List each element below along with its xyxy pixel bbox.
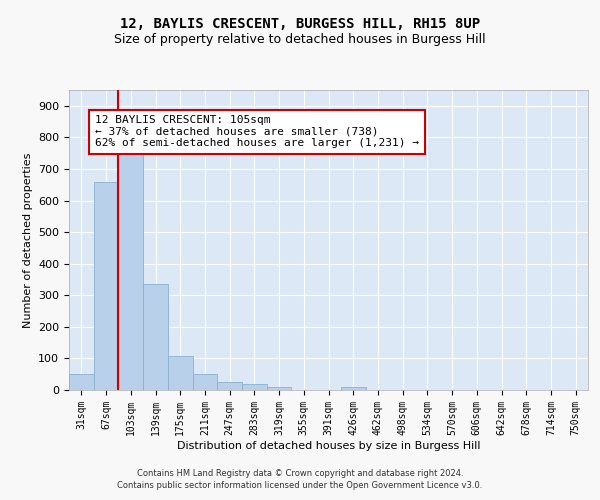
- Y-axis label: Number of detached properties: Number of detached properties: [23, 152, 32, 328]
- Bar: [168, 356, 193, 390]
- Bar: [242, 384, 267, 390]
- Text: 12, BAYLIS CRESCENT, BURGESS HILL, RH15 8UP: 12, BAYLIS CRESCENT, BURGESS HILL, RH15 …: [120, 18, 480, 32]
- Text: Size of property relative to detached houses in Burgess Hill: Size of property relative to detached ho…: [114, 32, 486, 46]
- Bar: [69, 374, 94, 390]
- Bar: [118, 154, 143, 390]
- Text: 12 BAYLIS CRESCENT: 105sqm
← 37% of detached houses are smaller (738)
62% of sem: 12 BAYLIS CRESCENT: 105sqm ← 37% of deta…: [95, 116, 419, 148]
- Bar: [267, 387, 292, 390]
- Text: Contains public sector information licensed under the Open Government Licence v3: Contains public sector information licen…: [118, 481, 482, 490]
- X-axis label: Distribution of detached houses by size in Burgess Hill: Distribution of detached houses by size …: [177, 440, 480, 450]
- Text: Contains HM Land Registry data © Crown copyright and database right 2024.: Contains HM Land Registry data © Crown c…: [137, 468, 463, 477]
- Bar: [341, 387, 365, 390]
- Bar: [193, 374, 217, 390]
- Bar: [94, 182, 118, 390]
- Bar: [217, 382, 242, 390]
- Bar: [143, 284, 168, 390]
